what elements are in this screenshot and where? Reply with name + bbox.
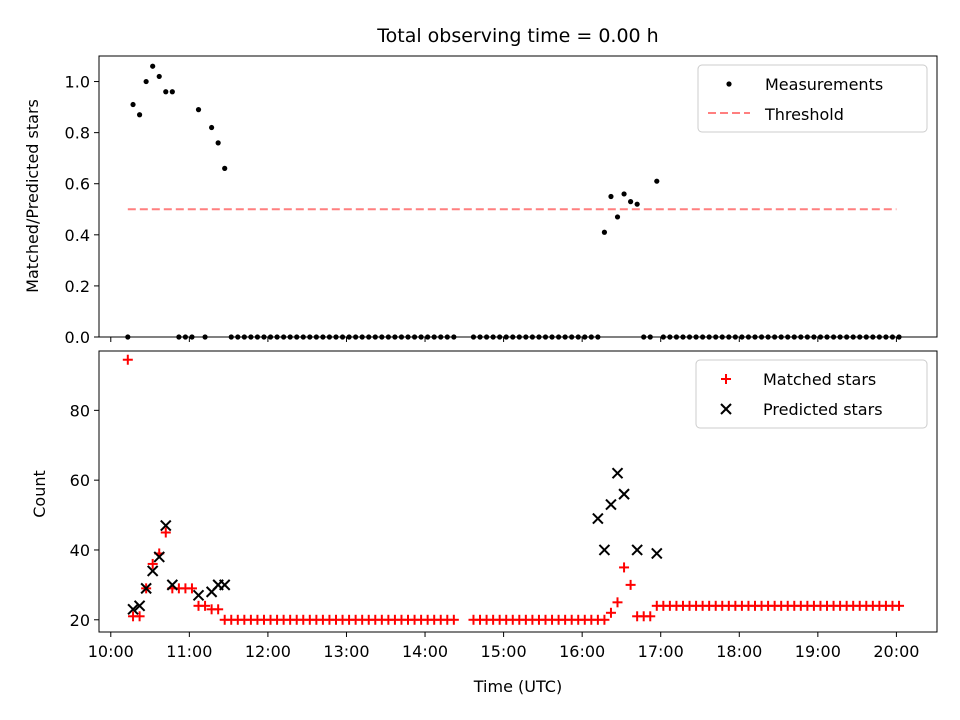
ratio-y-tick-label: 0.4 (65, 226, 90, 245)
predicted-star-point (146, 565, 159, 577)
legend-matched-label: Matched stars (763, 370, 876, 389)
ratio-x-ticks (110, 337, 897, 342)
matched-star-point (160, 527, 171, 538)
matched-star-point (122, 354, 133, 365)
predicted-star-point (605, 498, 617, 511)
ratio-y-tick-label: 0.8 (65, 124, 90, 143)
count-x-tick-label: 17:00 (638, 642, 684, 661)
predicted-star-point (192, 589, 205, 602)
count-y-axis-label: Count (30, 470, 49, 518)
measurement-point (654, 178, 660, 184)
predicted-star-point (218, 579, 231, 591)
count-y-tick-label: 20 (70, 611, 90, 630)
measurement-point (628, 199, 634, 205)
predicted-star-point (618, 488, 630, 500)
measurement-point (634, 201, 640, 207)
count-plot-frame (98, 350, 938, 633)
legend-predicted-marker (720, 403, 732, 415)
ratio-y-axis-label: Matched/Predicted stars (23, 99, 42, 293)
matched-star-point (894, 600, 905, 611)
predicted-star-point (598, 544, 611, 556)
measurement-point (601, 229, 608, 235)
ratio-marks (125, 63, 902, 340)
count-x-tick-label: 14:00 (402, 642, 448, 661)
legend-matched-marker (721, 374, 731, 384)
predicted-star-point (651, 547, 663, 560)
legend-measurements-marker (726, 81, 732, 87)
matched-star-point (599, 614, 610, 625)
count-x-axis-label: Time (UTC) (473, 677, 562, 696)
matched-star-point (213, 604, 224, 615)
predicted-star-point (133, 600, 146, 612)
count-legend-box (695, 359, 928, 429)
ratio-y-tick-label: 0.0 (65, 328, 90, 347)
matched-star-point (134, 611, 145, 622)
measurement-point (215, 140, 221, 146)
matched-star-point (645, 611, 656, 622)
measurement-point (156, 73, 162, 80)
count-x-tick-label: 18:00 (716, 642, 762, 661)
legend-threshold-label: Threshold (764, 105, 844, 124)
legend-predicted-label: Predicted stars (763, 400, 883, 419)
predicted-star-point (127, 603, 139, 616)
measurement-point (608, 193, 614, 200)
ratio-chart: Total observing time = 0.00 h 0.00.20.40… (23, 25, 938, 347)
matched-star-point (619, 562, 630, 573)
matched-star-point (448, 614, 459, 625)
count-x-tick-label: 12:00 (245, 642, 291, 661)
predicted-star-point (160, 519, 172, 532)
legend-measurements-label: Measurements (765, 75, 883, 94)
ratio-plot-frame (98, 55, 938, 338)
predicted-star-point (140, 582, 152, 595)
ratio-legend: Measurements Threshold (697, 64, 928, 133)
count-x-tick-label: 10:00 (88, 642, 134, 661)
count-y-axis: 20 40 60 80 (70, 401, 99, 630)
count-y-tick-label: 80 (70, 401, 90, 420)
count-legend: Matched stars Predicted stars (695, 359, 928, 429)
chart-title: Total observing time = 0.00 h (376, 25, 658, 47)
predicted-star-point (631, 544, 643, 556)
ratio-y-tick-label: 0.2 (65, 277, 90, 296)
predicted-star-point (592, 512, 604, 525)
matched-star-point (605, 607, 616, 618)
matched-star-point (186, 583, 197, 594)
measurement-point (614, 214, 621, 220)
measurement-point (169, 89, 175, 95)
count-x-tick-label: 20:00 (873, 642, 919, 661)
measurement-point (195, 107, 202, 113)
count-x-axis: 10:00 11:00 12:00 13:00 14:00 15:00 16:00 17:00… (88, 632, 919, 661)
ratio-y-tick-label: 0.6 (65, 175, 90, 194)
matched-star-point (147, 558, 158, 569)
count-x-tick-label: 19:00 (795, 642, 841, 661)
ratio-y-tick-label: 1.0 (65, 73, 90, 92)
count-y-tick-label: 40 (70, 541, 90, 560)
count-x-tick-label: 13:00 (323, 642, 369, 661)
matched-star-point (625, 579, 636, 590)
measurement-point (150, 63, 156, 69)
measurement-point (222, 165, 228, 171)
count-marks (122, 354, 905, 625)
predicted-star-point (153, 551, 165, 563)
predicted-star-point (611, 467, 624, 479)
measurement-point (143, 78, 149, 85)
count-y-tick-label: 60 (70, 471, 90, 490)
predicted-star-point (166, 579, 179, 591)
count-x-tick-label: 16:00 (559, 642, 605, 661)
measurement-point (163, 89, 169, 95)
ratio-y-axis: 0.0 0.2 0.4 0.6 0.8 1.0 (65, 73, 99, 347)
count-x-tick-label: 15:00 (481, 642, 527, 661)
measurement-point (209, 124, 215, 131)
matched-star-point (200, 600, 211, 611)
count-x-tick-label: 11:00 (166, 642, 212, 661)
ratio-legend-box (697, 64, 928, 133)
measurement-point (130, 101, 136, 108)
matched-star-point (612, 597, 623, 608)
measurement-point (136, 112, 143, 118)
measurement-point (621, 191, 627, 197)
